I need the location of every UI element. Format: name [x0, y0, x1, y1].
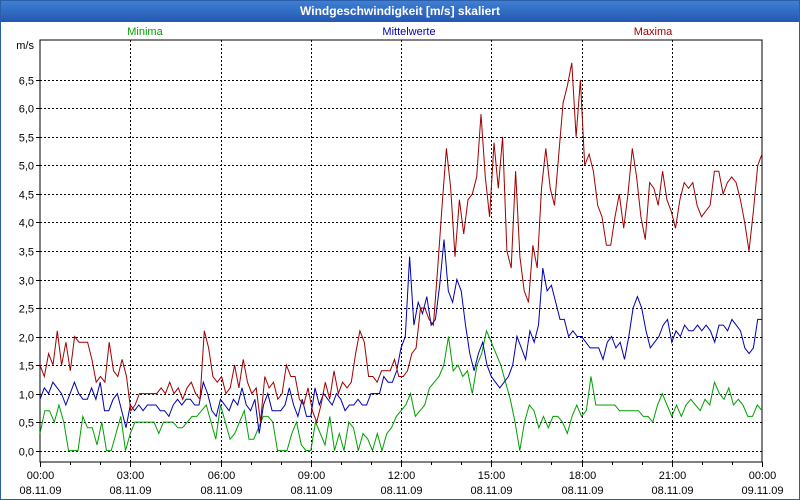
legend-maxima: Maxima [634, 26, 673, 38]
x-tick-time: 00:00 [749, 470, 777, 482]
series-layer [39, 62, 763, 453]
x-tick-time: 09:00 [298, 470, 326, 482]
y-tick-label: 4,0 [19, 218, 34, 230]
y-tick-label: 0,5 [19, 418, 34, 430]
y-tick-label: 1,5 [19, 361, 34, 373]
window-titlebar: Windgeschwindigkeit [m/s] skaliert [1, 1, 799, 22]
legend-mittelwerte: Mittelwerte [382, 26, 435, 38]
x-tick-time: 00:00 [27, 470, 55, 482]
label-layer: 0,0 0,5 1,0 1,5 2,0 2,5 3,0 3,5 4,0 4,5 5,0 5,5 6,0 6… [16, 26, 783, 497]
x-tick-time: 18:00 [569, 470, 597, 482]
y-tick-label: 2,0 [19, 333, 34, 345]
y-axis-label: m/s [16, 40, 34, 52]
axis-layer [36, 39, 763, 467]
x-tick-date: 08.11.09 [109, 485, 151, 497]
y-tick-label: 3,0 [19, 276, 34, 288]
x-tick-time: 06:00 [208, 470, 236, 482]
series-line-minima [39, 329, 763, 453]
x-tick-date: 08.11.09 [200, 485, 242, 497]
y-tick-label: 2,5 [19, 304, 34, 316]
window-title: Windgeschwindigkeit [m/s] skaliert [300, 4, 500, 18]
x-tick-date: 08.11.09 [380, 485, 422, 497]
y-tick-label: 5,0 [19, 161, 34, 173]
x-tick-date: 08.11.09 [290, 485, 332, 497]
x-tick-date: 08.11.09 [19, 485, 61, 497]
y-tick-label: 1,0 [19, 390, 34, 402]
y-tick-label: 4,5 [19, 190, 34, 202]
x-tick-time: 03:00 [117, 470, 145, 482]
series-line-mittelwerte [39, 239, 762, 434]
y-tick-label: 6,0 [19, 104, 34, 116]
x-tick-time: 15:00 [478, 470, 506, 482]
x-tick-date: 08.11.09 [470, 485, 512, 497]
y-tick-label: 5,5 [19, 133, 34, 145]
x-tick-date: 09.11.09 [741, 485, 783, 497]
y-tick-label: 6,5 [19, 76, 34, 88]
y-tick-label: 3,5 [19, 247, 34, 259]
x-tick-date: 08.11.09 [561, 485, 603, 497]
y-tick-label: 0,0 [19, 447, 34, 459]
series-line-maxima [39, 62, 763, 424]
x-tick-date: 08.11.09 [651, 485, 693, 497]
grid-layer [40, 40, 762, 462]
legend-minima: Minima [127, 26, 163, 38]
x-tick-time: 21:00 [659, 470, 687, 482]
x-tick-time: 12:00 [388, 470, 416, 482]
